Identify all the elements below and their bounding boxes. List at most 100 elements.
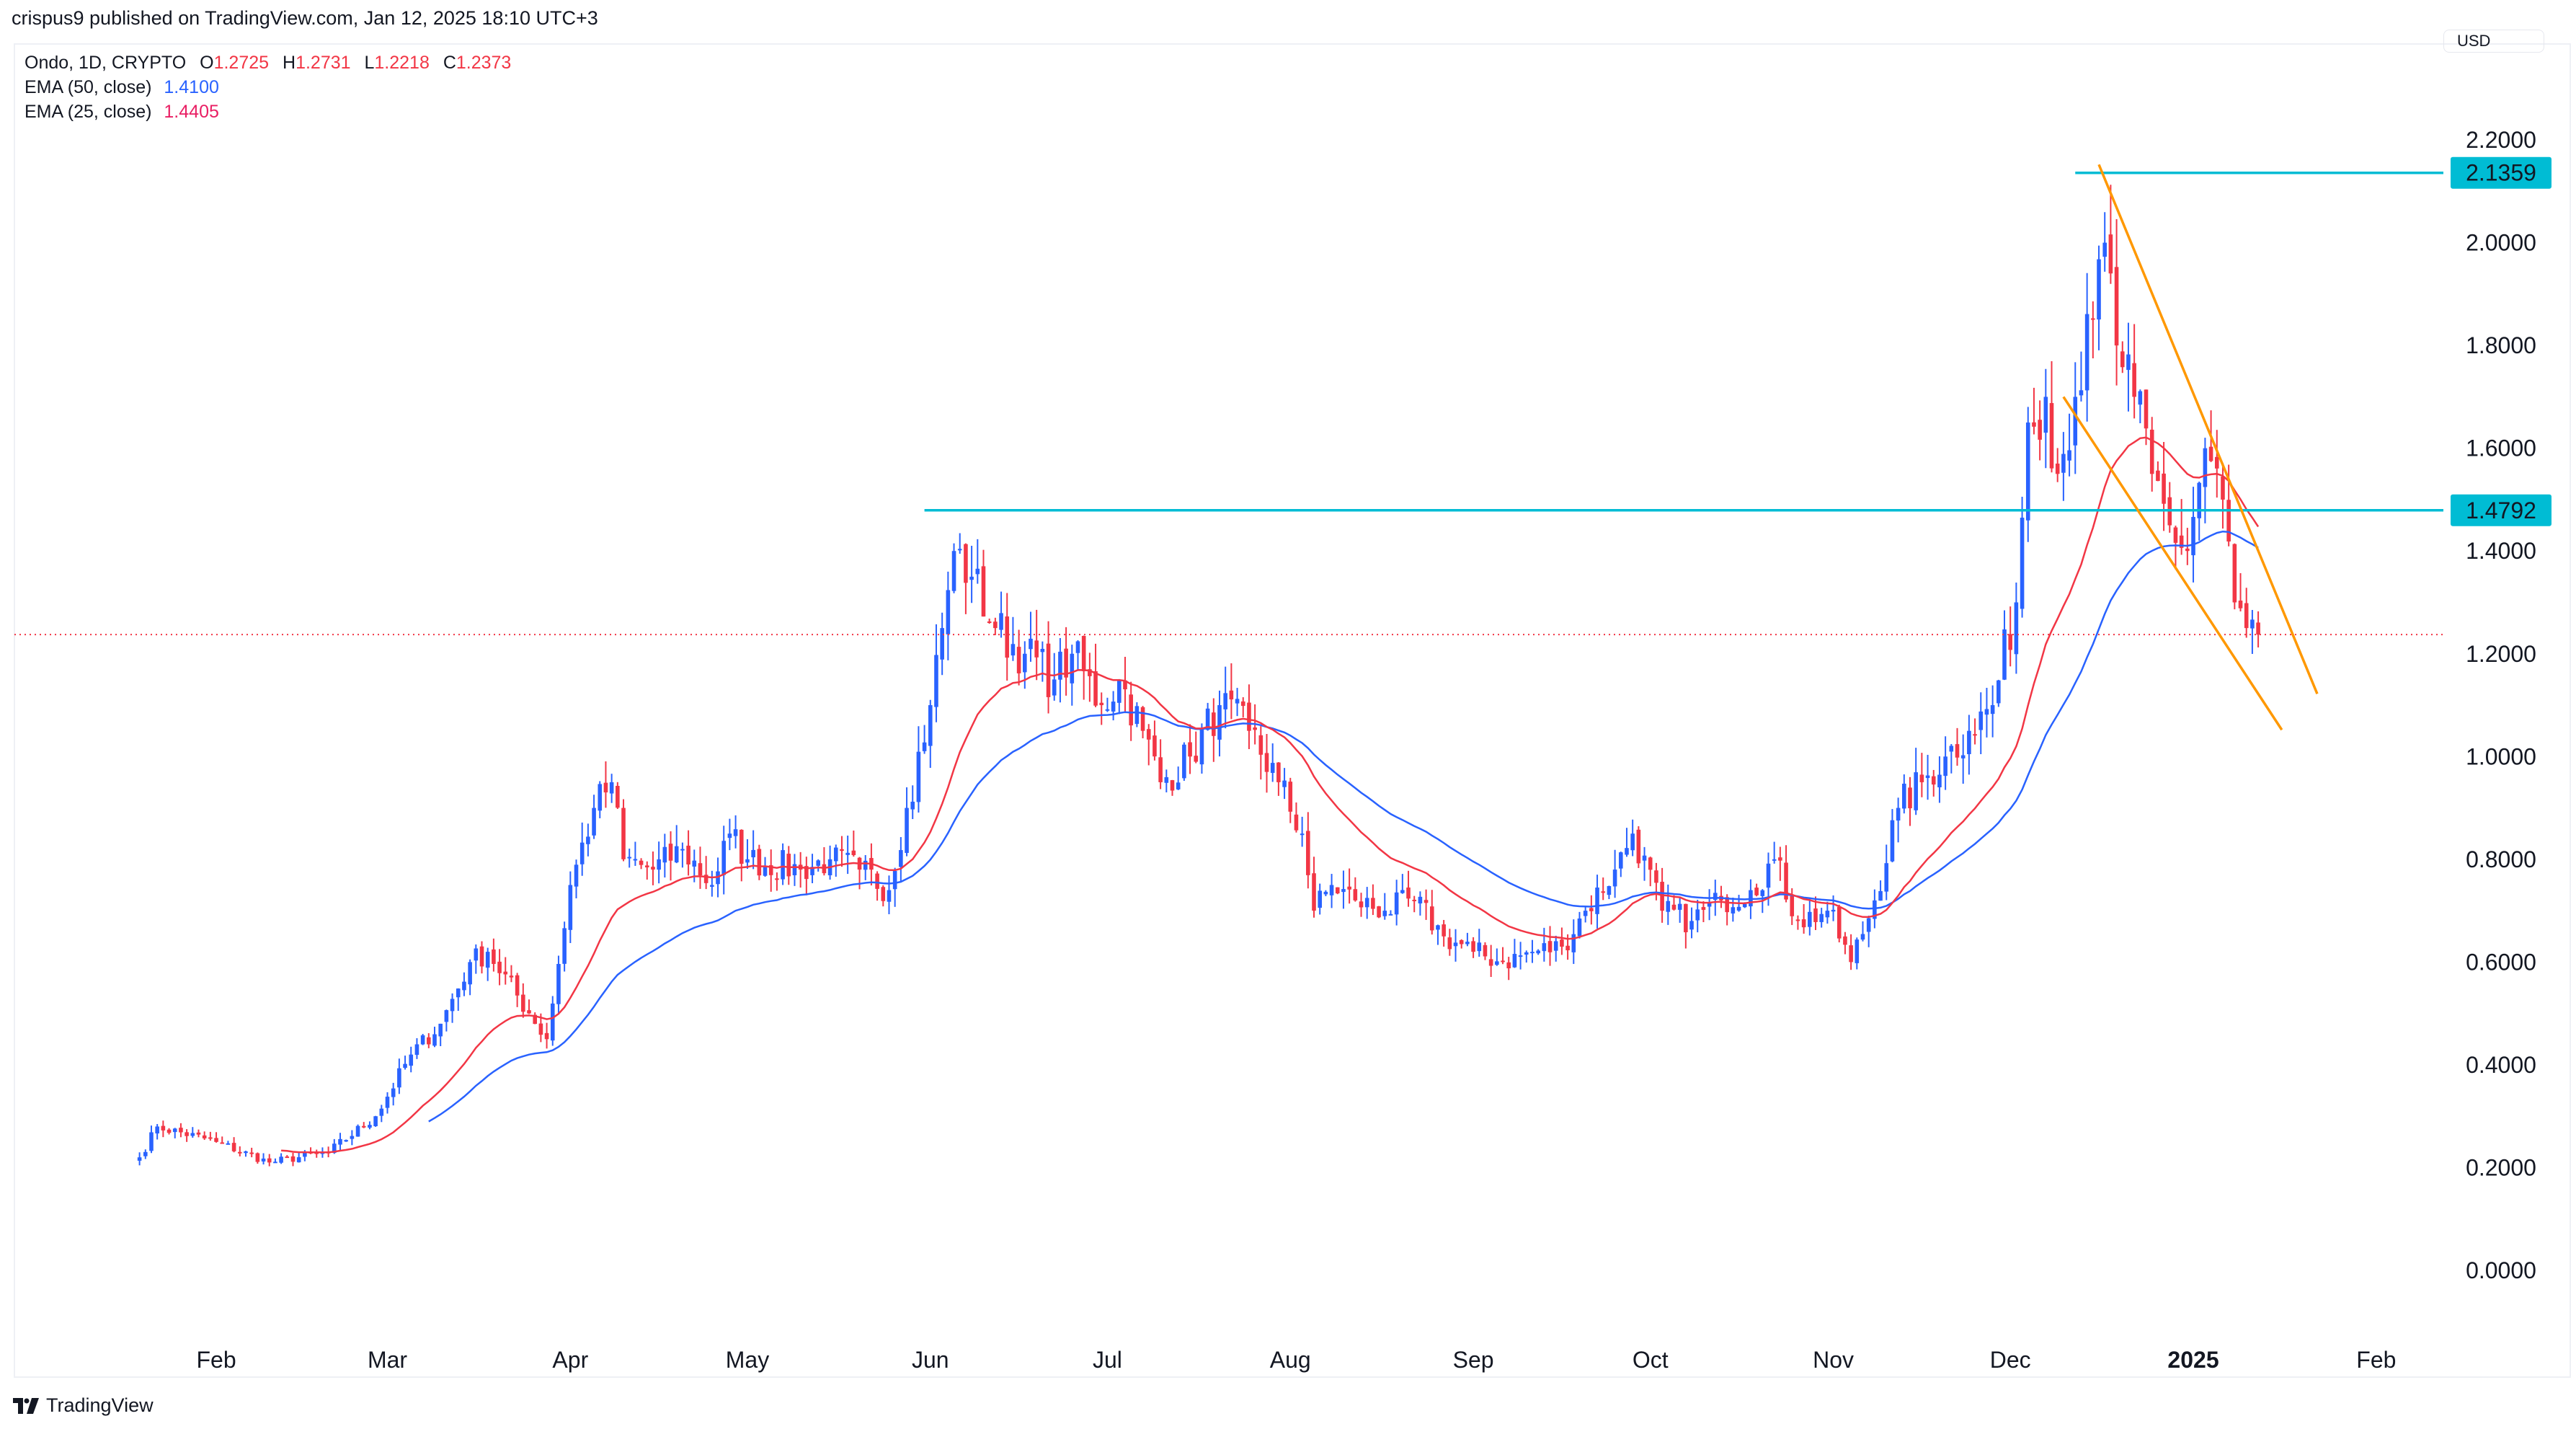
y-tick-label: 2.0000	[2466, 230, 2536, 256]
candle	[1465, 932, 1470, 947]
candle	[397, 1058, 401, 1094]
candle-body	[1388, 913, 1393, 916]
x-tick-label: Aug	[1270, 1347, 1311, 1373]
candle	[2167, 482, 2172, 533]
candle	[1636, 826, 1641, 868]
y-tick-label: 0.4000	[2466, 1052, 2536, 1078]
candle-body	[1506, 962, 1511, 969]
candle	[680, 842, 685, 868]
symbol-label[interactable]: Ondo, 1D, CRYPTO	[25, 53, 187, 73]
candle-body	[2049, 403, 2054, 469]
candle	[686, 830, 690, 876]
candle	[987, 618, 992, 624]
candle-body	[1394, 892, 1399, 915]
candle-body	[668, 844, 673, 861]
candle-body	[1442, 924, 1446, 937]
y-tick-label: 1.8000	[2466, 332, 2536, 358]
candle	[344, 1139, 348, 1142]
candle-body	[975, 568, 980, 575]
candle	[1442, 919, 1446, 947]
candle	[922, 725, 927, 754]
candle-body	[379, 1108, 384, 1116]
candle	[2091, 301, 2095, 358]
candle	[1589, 895, 1594, 925]
candle	[1459, 939, 1464, 949]
candle	[662, 833, 667, 878]
candle-body	[881, 887, 886, 901]
candle	[586, 823, 590, 857]
candle	[804, 857, 809, 895]
candle	[2043, 368, 2048, 469]
candle	[1294, 802, 1299, 833]
candle	[244, 1150, 248, 1157]
candle-body	[1194, 756, 1199, 762]
candle	[1347, 868, 1351, 904]
candle	[379, 1105, 384, 1123]
candle-body	[1707, 902, 1712, 907]
candle	[1146, 724, 1151, 766]
candle	[1029, 611, 1033, 662]
candle-body	[1636, 829, 1641, 864]
candle-body	[2014, 602, 2019, 655]
candle	[2114, 218, 2119, 386]
candle-body	[296, 1157, 301, 1163]
candle-body	[391, 1088, 396, 1097]
candle-body	[1689, 921, 1694, 930]
candle-body	[674, 846, 679, 863]
candle	[881, 885, 886, 907]
candle-body	[1182, 744, 1186, 779]
candle-body	[427, 1037, 431, 1045]
candle	[940, 612, 944, 676]
candle	[792, 854, 797, 886]
candle	[616, 782, 620, 809]
candle-body	[692, 860, 697, 867]
candle	[2256, 611, 2260, 648]
candle	[492, 938, 496, 972]
candle	[1666, 884, 1671, 925]
candle-body	[1547, 941, 1553, 952]
candle-body	[1264, 753, 1269, 772]
candle-body	[361, 1125, 366, 1128]
candle-body	[350, 1136, 355, 1139]
ema50-row[interactable]: EMA (50, close) 1.4100	[25, 75, 511, 99]
candle	[2102, 212, 2108, 272]
candle-body	[1518, 955, 1523, 957]
candle-body	[538, 1023, 543, 1035]
candle-body	[1146, 729, 1151, 740]
candle	[781, 843, 785, 885]
candle	[226, 1141, 231, 1145]
candle	[592, 795, 596, 839]
candle	[2221, 463, 2225, 529]
tradingview-brand[interactable]: TradingView	[13, 1394, 154, 1417]
candle	[1518, 942, 1523, 970]
candle	[651, 851, 655, 885]
level-price-label: 1.4792	[2466, 497, 2536, 523]
candle	[1772, 841, 1777, 864]
ema50-line	[428, 530, 2259, 1123]
candle	[928, 699, 933, 769]
candle-body	[644, 865, 649, 868]
candle-body	[1134, 706, 1140, 725]
candle-body	[1978, 711, 1984, 730]
candle	[485, 947, 490, 981]
candle-body	[231, 1143, 236, 1151]
candle	[2079, 351, 2084, 402]
candle	[2097, 245, 2101, 350]
candle-body	[922, 742, 927, 751]
candle-body	[1353, 889, 1358, 901]
candle	[1931, 769, 1936, 797]
published-caption: crispus9 published on TradingView.com, J…	[12, 7, 598, 29]
candle-body	[1701, 907, 1706, 910]
candle-body	[1029, 638, 1033, 650]
candle-body	[721, 841, 727, 875]
candle	[1240, 697, 1245, 717]
candle	[1235, 688, 1240, 717]
currency-button[interactable]: USD	[2443, 30, 2544, 53]
candle-body	[987, 621, 992, 623]
ema25-row[interactable]: EMA (25, close) 1.4405	[25, 99, 511, 124]
y-tick-label: 1.4000	[2466, 538, 2536, 564]
candle-body	[1671, 904, 1676, 910]
candle-body	[845, 852, 850, 855]
candle	[816, 859, 821, 872]
